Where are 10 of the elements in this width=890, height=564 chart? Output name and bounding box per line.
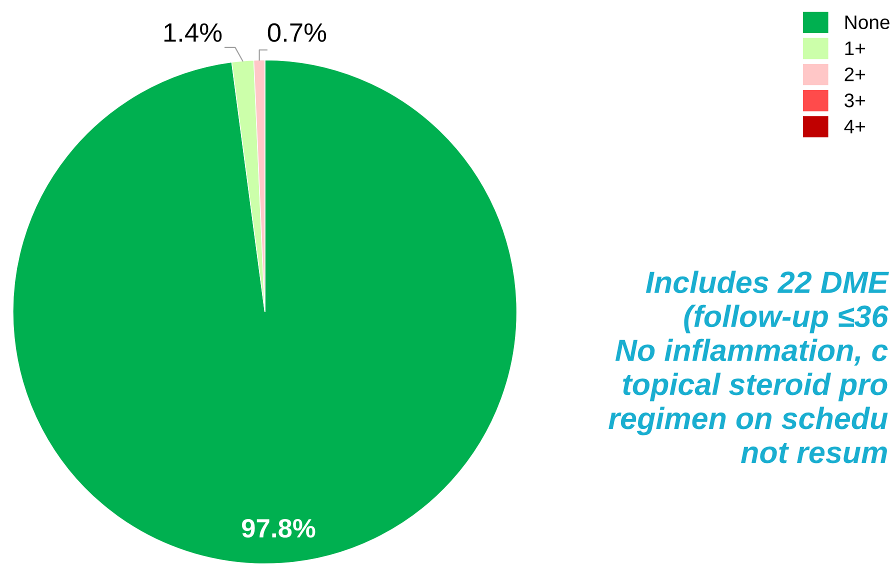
legend-label: 4+ bbox=[844, 120, 866, 134]
legend-label: 1+ bbox=[845, 42, 866, 56]
text: Includes 22 DME (follow-up ≤36 No inflammation, c topical steroid pro regimen on schedu not resum bbox=[608, 270, 889, 464]
data-label: 1.4% bbox=[164, 23, 222, 42]
legend-label: 2+ bbox=[844, 68, 866, 82]
data-label: 97.8% bbox=[242, 518, 316, 538]
legend-label: None bbox=[845, 16, 890, 30]
legend-label: 3+ bbox=[844, 94, 866, 108]
data-label: 0.7% bbox=[268, 23, 326, 42]
pie-slice bbox=[12, 60, 518, 564]
